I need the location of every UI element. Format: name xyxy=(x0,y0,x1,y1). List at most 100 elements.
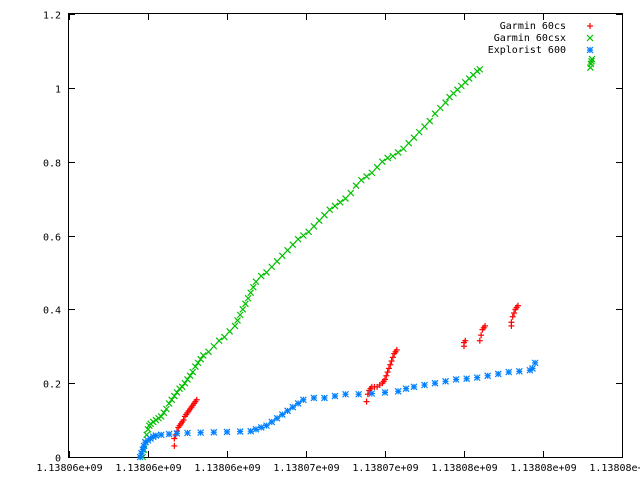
legend-marker xyxy=(586,34,594,42)
data-point xyxy=(494,370,502,378)
data-point xyxy=(368,169,376,177)
data-point xyxy=(273,414,281,422)
data-point xyxy=(364,391,371,398)
data-point xyxy=(410,383,418,391)
data-point xyxy=(405,139,413,147)
data-point xyxy=(236,311,244,319)
data-point xyxy=(144,425,152,433)
y-tick-label: 0.8 xyxy=(43,159,61,170)
data-point xyxy=(249,283,257,291)
legend-label: Garmin 60csx xyxy=(494,33,566,44)
data-point xyxy=(402,385,410,393)
data-point xyxy=(181,379,189,387)
legend-marker xyxy=(587,23,593,29)
data-point xyxy=(197,355,205,363)
data-point xyxy=(462,337,469,344)
data-point xyxy=(531,359,539,367)
data-point xyxy=(478,332,485,339)
data-point xyxy=(336,198,344,206)
axis-ticks: 0 0.2 0.4 0.6 0.8 1 1.2 1.13806e+09 1.13806e+09 1… xyxy=(36,11,640,475)
data-point xyxy=(294,400,302,407)
data-point xyxy=(278,411,286,418)
data-point xyxy=(157,431,165,439)
data-point xyxy=(252,278,260,286)
data-point xyxy=(384,154,392,162)
data-point xyxy=(508,319,515,326)
data-point xyxy=(163,405,170,413)
data-point xyxy=(529,364,536,372)
data-point xyxy=(157,412,165,420)
data-point xyxy=(289,241,297,249)
data-point xyxy=(394,149,402,156)
data-point xyxy=(463,375,471,383)
data-point xyxy=(284,246,291,254)
data-point xyxy=(299,232,307,239)
data-point xyxy=(342,195,349,203)
y-tick-label: 0.6 xyxy=(43,233,61,244)
data-point xyxy=(426,117,434,125)
data-point xyxy=(588,57,595,65)
data-point xyxy=(388,358,395,365)
data-point xyxy=(347,189,355,197)
y-tick-label: 1 xyxy=(55,85,61,96)
data-point xyxy=(160,409,168,417)
data-point xyxy=(247,427,255,435)
data-marks xyxy=(136,55,596,461)
data-point xyxy=(352,182,360,190)
data-point xyxy=(476,65,484,73)
x-tick-label: 1.13806e+09 xyxy=(36,463,102,474)
data-point xyxy=(310,222,318,230)
data-point xyxy=(263,268,270,276)
data-point xyxy=(331,392,339,400)
x-tick-label: 1.13808e+09 xyxy=(589,463,640,474)
data-point xyxy=(385,365,392,372)
data-point xyxy=(252,425,260,433)
data-point xyxy=(165,400,173,407)
data-point xyxy=(515,367,523,375)
data-point xyxy=(383,372,390,379)
data-point xyxy=(389,354,396,361)
legend-marker xyxy=(586,46,594,54)
data-point xyxy=(193,396,200,403)
data-point xyxy=(223,428,231,436)
data-point xyxy=(381,388,389,396)
data-point xyxy=(431,110,439,118)
data-point xyxy=(139,446,147,454)
data-point xyxy=(239,305,247,313)
data-point xyxy=(326,206,334,214)
data-point xyxy=(368,390,376,397)
data-point xyxy=(171,442,178,449)
data-point xyxy=(189,368,197,376)
data-point xyxy=(473,374,481,382)
data-point xyxy=(199,352,207,359)
data-point xyxy=(482,322,489,329)
data-point xyxy=(236,428,244,435)
data-point xyxy=(178,383,186,391)
data-point xyxy=(197,429,205,437)
data-point xyxy=(410,134,418,142)
data-point xyxy=(289,403,297,411)
data-point xyxy=(273,257,281,265)
data-point xyxy=(421,381,428,389)
data-point xyxy=(215,337,223,345)
data-point xyxy=(394,387,402,395)
data-point xyxy=(442,377,449,385)
data-point xyxy=(389,152,397,160)
data-point xyxy=(234,316,241,324)
data-point xyxy=(484,372,492,380)
data-point xyxy=(191,363,199,370)
series-explorist-600 xyxy=(136,359,539,461)
data-point xyxy=(244,294,252,302)
data-point xyxy=(511,310,518,317)
data-point xyxy=(184,429,191,437)
data-point xyxy=(184,376,191,383)
data-point xyxy=(263,422,270,430)
data-point xyxy=(170,392,178,400)
y-tick-label: 0.4 xyxy=(43,306,61,317)
y-tick-label: 0 xyxy=(55,454,61,465)
data-point xyxy=(268,418,276,426)
data-point xyxy=(168,396,176,404)
data-point xyxy=(415,128,423,136)
data-point xyxy=(400,145,407,153)
